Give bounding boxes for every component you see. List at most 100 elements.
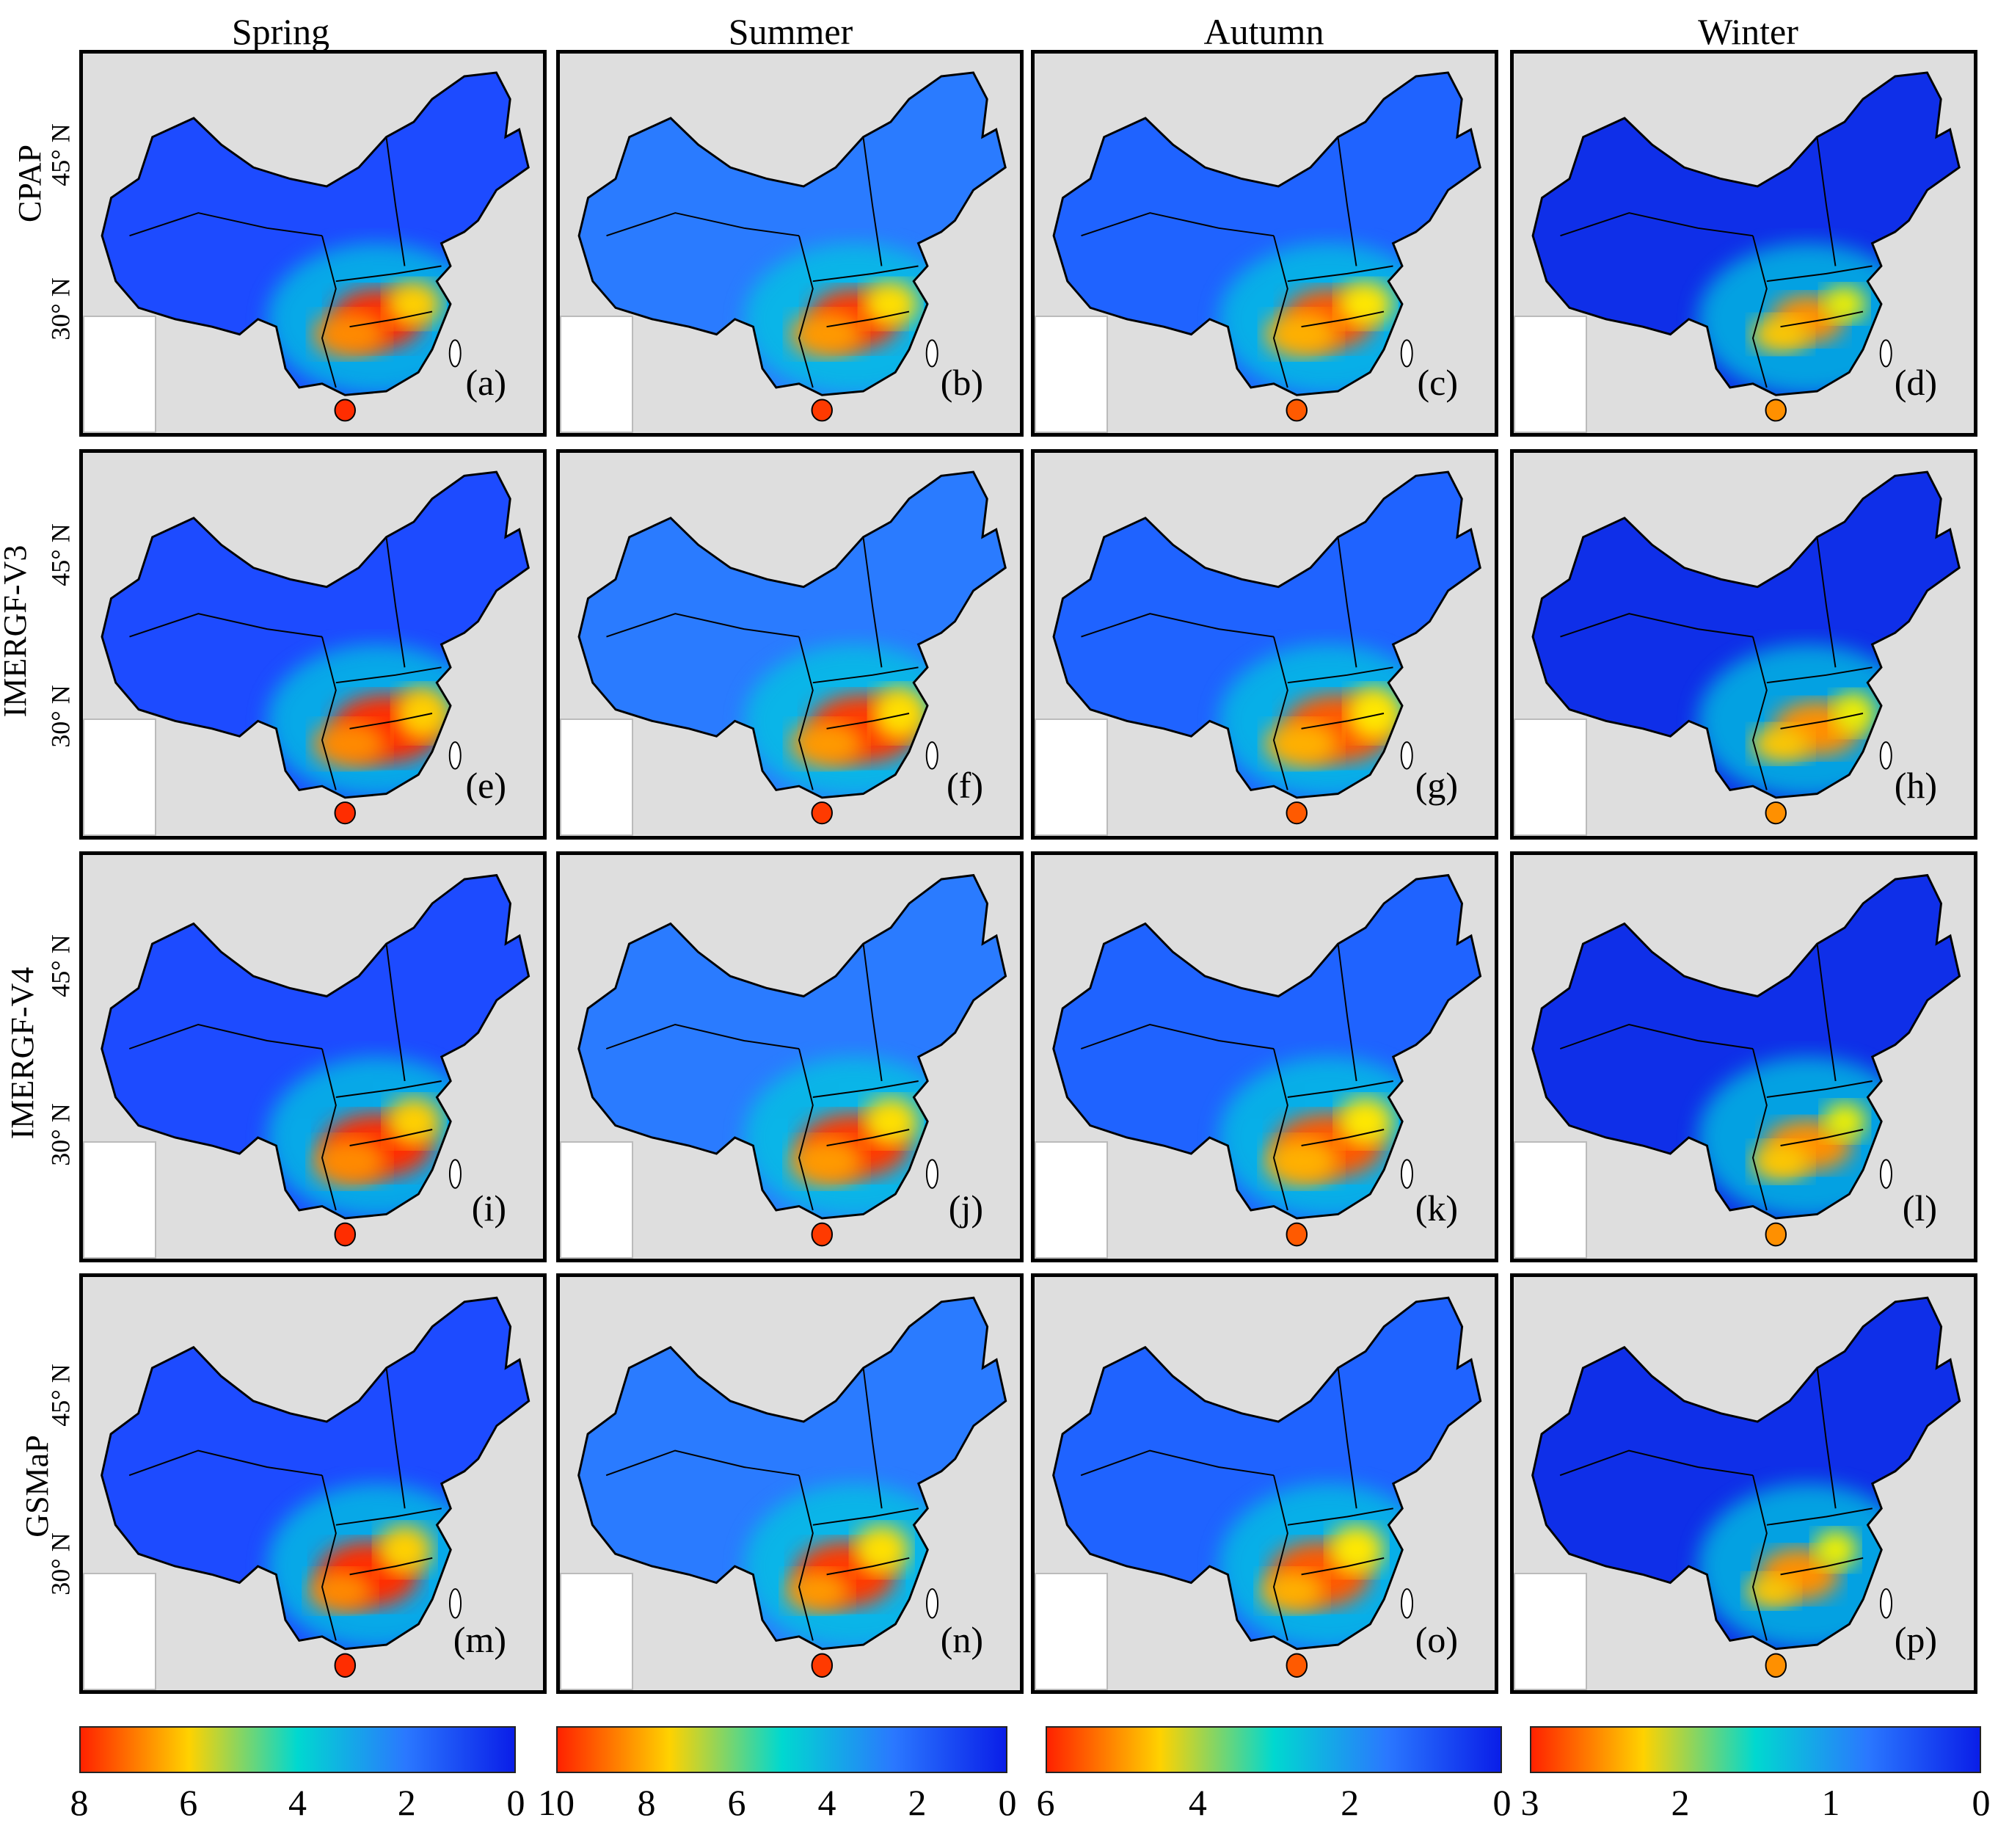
region-boundary	[1780, 310, 1864, 328]
taiwan-island	[1400, 741, 1413, 770]
region-boundary	[862, 943, 883, 1082]
panel-label: (e)	[465, 765, 507, 806]
region-boundary	[1301, 1557, 1385, 1576]
region-boundary	[321, 1474, 337, 1641]
precip-field-high	[1751, 316, 1810, 353]
lat-45-row3: 45° N	[45, 934, 76, 997]
china-map	[577, 71, 1007, 422]
region-boundary	[1559, 1449, 1754, 1477]
map-panel-gsmap-spring: (m)	[79, 1273, 547, 1694]
panel-label: (i)	[471, 1187, 506, 1229]
region-boundary	[606, 613, 800, 638]
hainan-island	[1765, 1653, 1787, 1678]
colorbar-tick-label: 4	[1188, 1782, 1207, 1823]
precip-field-high	[1338, 1097, 1393, 1146]
colorbar-spring	[79, 1726, 516, 1773]
colorbar-tick-label: 8	[637, 1782, 656, 1823]
country-border	[101, 1296, 531, 1651]
region-boundary	[798, 636, 814, 790]
china-map	[101, 1296, 531, 1678]
hainan-island	[334, 801, 356, 825]
taiwan-island	[926, 1588, 939, 1619]
taiwan-island	[1400, 339, 1413, 368]
precip-field-high	[1746, 1574, 1798, 1608]
taiwan-island	[448, 741, 462, 770]
hainan-island	[334, 1222, 357, 1247]
precip-field-high	[313, 311, 387, 357]
colorbar-tick-label: 2	[908, 1782, 927, 1823]
south-china-sea-inset	[83, 1573, 156, 1690]
map-panel-cpap-spring: (a)	[79, 50, 547, 437]
region-boundary	[1751, 1048, 1768, 1211]
region-boundary	[1272, 235, 1288, 388]
region-boundary	[1751, 235, 1768, 388]
precip-field-high	[308, 1570, 373, 1612]
precip-field-high	[872, 686, 928, 741]
colorbar-tick-label: 0	[998, 1782, 1017, 1823]
region-boundary	[129, 613, 323, 638]
colorbar-tick-label: 2	[1341, 1782, 1360, 1823]
precip-field-high	[313, 1138, 387, 1186]
region-boundary	[1780, 1557, 1864, 1576]
region-boundary	[321, 636, 337, 790]
region-boundary	[335, 1507, 442, 1526]
precip-field-high	[785, 1570, 850, 1612]
panel-label: (m)	[453, 1619, 506, 1660]
precip-field-high	[790, 1138, 864, 1186]
precip-field-high	[790, 311, 864, 357]
precip-field-high	[1264, 311, 1338, 357]
region-boundary	[349, 1557, 433, 1576]
region-boundary	[385, 943, 406, 1082]
south-china-sea-inset	[560, 719, 633, 836]
south-china-sea-inset	[1035, 719, 1108, 836]
map-panel-gsmap-winter: (p)	[1510, 1273, 1977, 1694]
map-panel-cpap-winter: (d)	[1510, 50, 1977, 437]
south-china-sea-inset	[83, 1141, 156, 1259]
china-map	[101, 873, 531, 1247]
south-china-sea-inset	[1035, 1141, 1108, 1259]
region-boundary	[812, 666, 919, 684]
panel-label: (d)	[1894, 362, 1937, 403]
precip-field-high	[854, 1524, 910, 1575]
region-boundary	[1287, 1507, 1393, 1526]
south-china-sea-inset	[560, 1573, 633, 1690]
title-spring: Spring	[231, 11, 330, 52]
hainan-island	[1765, 801, 1787, 825]
map-panel-imergf-v3-winter: (h)	[1510, 449, 1977, 840]
china-map	[101, 470, 530, 825]
panel-label: (l)	[1902, 1187, 1937, 1229]
country-border	[577, 1296, 1007, 1651]
country-border	[101, 470, 530, 799]
precip-field-high	[386, 281, 442, 327]
region-boundary	[385, 137, 406, 266]
region-boundary	[1780, 1129, 1864, 1146]
country-border	[101, 873, 531, 1220]
taiwan-island	[449, 1588, 462, 1619]
precip-field-high	[1260, 1570, 1324, 1612]
region-boundary	[798, 1048, 814, 1211]
region-boundary	[129, 212, 323, 237]
region-boundary	[1287, 666, 1393, 684]
region-boundary	[1559, 1023, 1754, 1049]
region-boundary	[1272, 1048, 1288, 1211]
colorbar-tick-label: 6	[179, 1782, 198, 1823]
region-boundary	[1287, 265, 1393, 283]
colorbar-tick-label: 1	[1821, 1782, 1840, 1823]
china-map	[577, 1296, 1007, 1678]
precip-field-high	[1347, 686, 1403, 741]
hainan-island	[1286, 1222, 1308, 1247]
taiwan-island	[1401, 1588, 1414, 1619]
colorbar-autumn	[1046, 1726, 1502, 1773]
precip-field-high	[1751, 1142, 1810, 1182]
south-china-sea-inset	[1514, 316, 1587, 433]
region-boundary	[1081, 212, 1275, 237]
country-border	[577, 470, 1007, 799]
region-boundary	[321, 235, 337, 388]
map-panel-cpap-autumn: (c)	[1031, 50, 1498, 437]
region-boundary	[128, 1449, 323, 1477]
map-panel-imergf-v4-winter: (l)	[1510, 851, 1977, 1262]
china-map	[577, 470, 1007, 825]
country-border	[1052, 1296, 1482, 1651]
precip-field-high	[790, 721, 864, 768]
region-boundary	[349, 1129, 433, 1146]
